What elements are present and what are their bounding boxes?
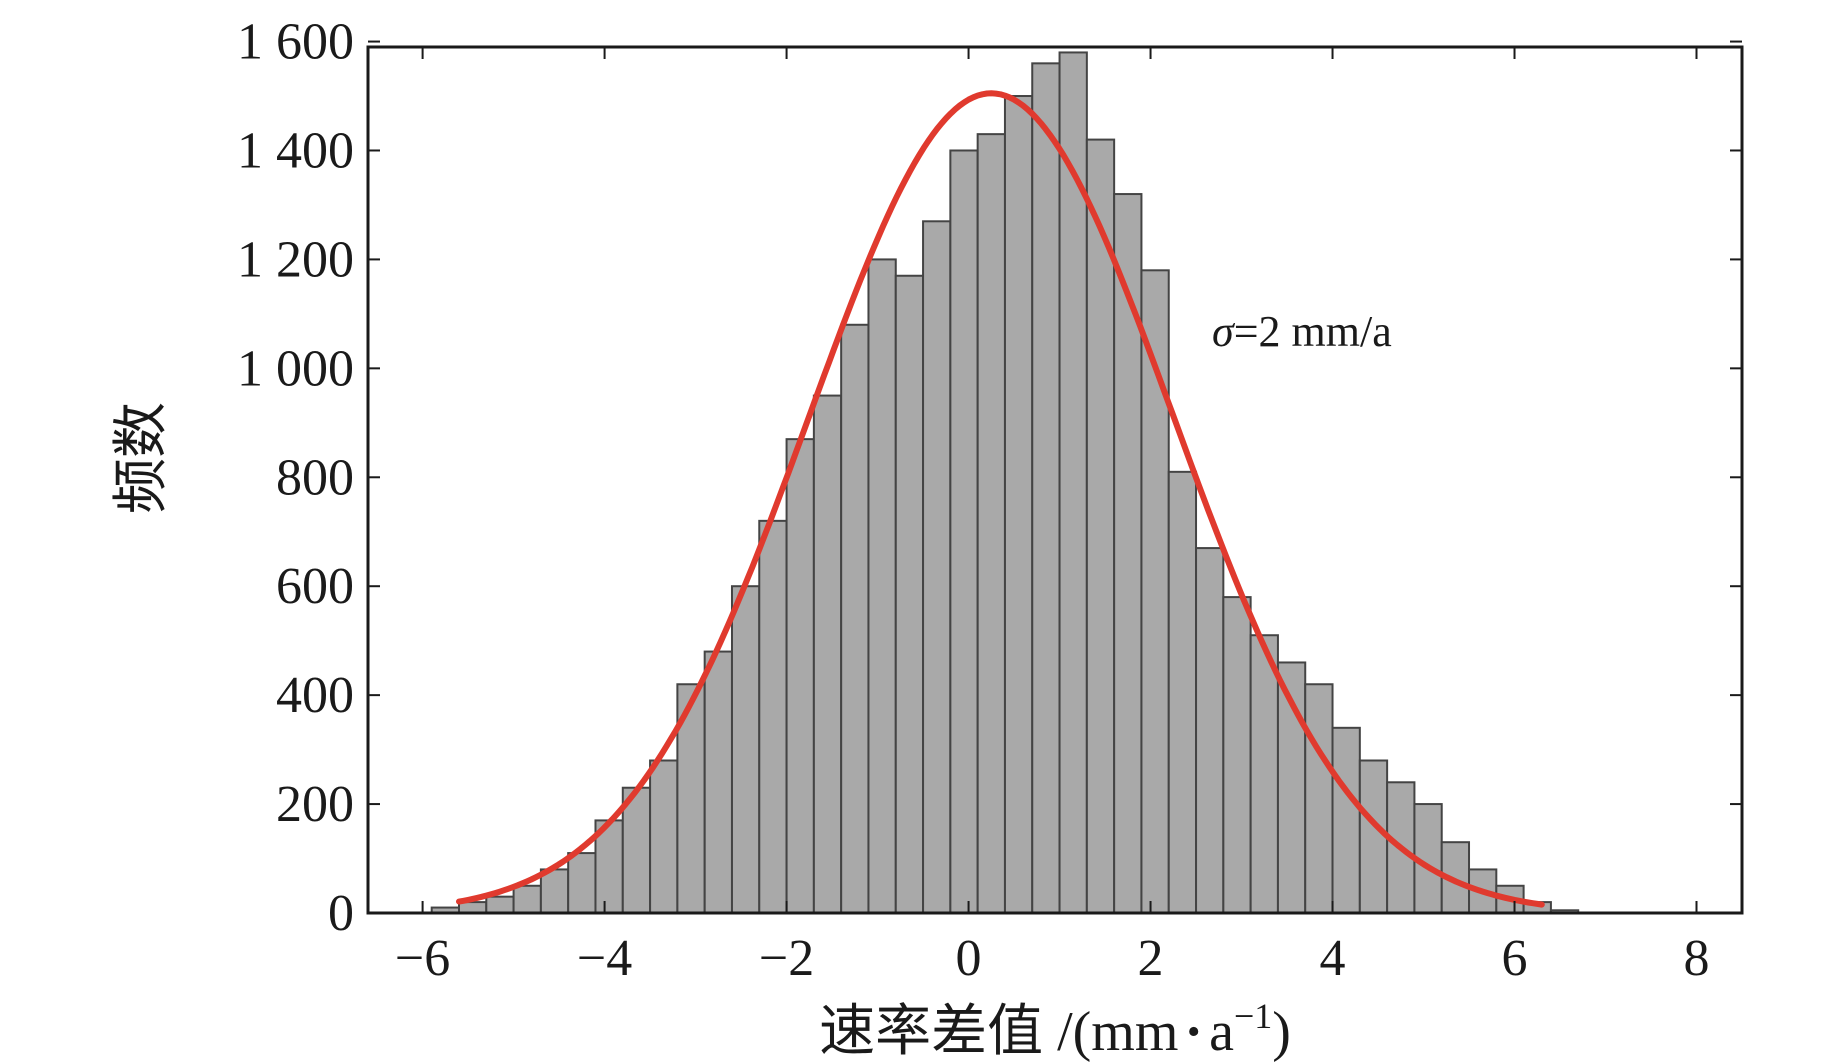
histogram-bar <box>1140 269 1170 914</box>
normal-fit-curve <box>456 90 1545 908</box>
plot-frame <box>366 45 1744 915</box>
x-axis-unit-close: ) <box>1272 1001 1291 1063</box>
x-tick-label: −4 <box>577 930 632 987</box>
histogram-bar <box>758 519 788 914</box>
histogram-bar <box>539 868 570 914</box>
histogram-bar <box>1058 51 1088 915</box>
histogram-bar <box>1304 683 1334 915</box>
y-tick-label: 200 <box>276 776 354 833</box>
histogram-bar <box>812 394 843 914</box>
x-tick-label: −2 <box>759 930 814 987</box>
histogram-bar <box>1031 62 1061 915</box>
y-axis-ticks: 0 200 400 600 800 1 000 1 200 1 400 1 600 <box>237 14 1742 942</box>
histogram-bar <box>1331 726 1361 915</box>
histogram-bar <box>730 585 761 914</box>
histogram-bars <box>430 51 1580 915</box>
histogram-bar <box>976 133 1006 914</box>
y-axis-title: 频数 <box>111 402 173 514</box>
histogram-bar <box>840 323 870 915</box>
x-tick-label: 4 <box>1320 930 1346 987</box>
annotation-sigma: σ=2 mm/a <box>1212 307 1392 356</box>
histogram-bar <box>649 759 679 914</box>
histogram-bar <box>867 258 897 914</box>
sigma-symbol: σ <box>1212 307 1236 356</box>
sigma-value: =2 mm/a <box>1234 307 1392 356</box>
x-tick-label: 6 <box>1502 930 1528 987</box>
x-axis-unit-a: a <box>1209 1001 1234 1063</box>
x-axis-title: 速率差值/(mm · a−1) <box>819 996 1291 1063</box>
histogram-bar <box>1195 547 1225 915</box>
x-tick-label: 8 <box>1684 930 1710 987</box>
y-tick-label: 1 000 <box>237 340 354 397</box>
histogram-bar <box>1222 596 1252 915</box>
x-tick-label: 0 <box>956 930 982 987</box>
x-axis-unit-dot: · <box>1184 1001 1203 1063</box>
x-axis-unit-prefix: /(mm <box>1057 1001 1178 1063</box>
histogram-bar <box>1167 470 1198 914</box>
y-tick-label: 1 600 <box>237 14 354 71</box>
histogram-bar <box>485 895 515 915</box>
histogram-bar <box>512 884 542 914</box>
histogram-bar <box>1085 138 1116 915</box>
y-tick-label: 1 400 <box>237 122 354 179</box>
histogram-bar <box>703 650 733 914</box>
y-tick-label: 600 <box>276 558 354 615</box>
histogram-bar <box>1249 634 1279 915</box>
histogram-bar <box>894 274 925 915</box>
y-tick-label: 1 200 <box>237 231 354 288</box>
histogram-bar <box>785 438 815 914</box>
x-tick-label: −6 <box>395 930 450 987</box>
y-tick-label: 400 <box>276 667 354 724</box>
histogram-bar <box>922 220 952 914</box>
histogram-bar <box>567 852 597 915</box>
x-axis-unit-exp: −1 <box>1234 996 1272 1036</box>
y-tick-label: 800 <box>276 449 354 506</box>
histogram-bar <box>1358 759 1389 914</box>
histogram-bar <box>949 149 979 915</box>
histogram-bar <box>1003 95 1034 915</box>
x-tick-label: 2 <box>1138 930 1164 987</box>
x-axis-title-label: 速率差值 <box>819 1001 1043 1063</box>
x-axis-ticks: −6 −4 −2 0 2 4 6 8 <box>395 47 1710 987</box>
y-tick-label: 0 <box>328 885 354 942</box>
